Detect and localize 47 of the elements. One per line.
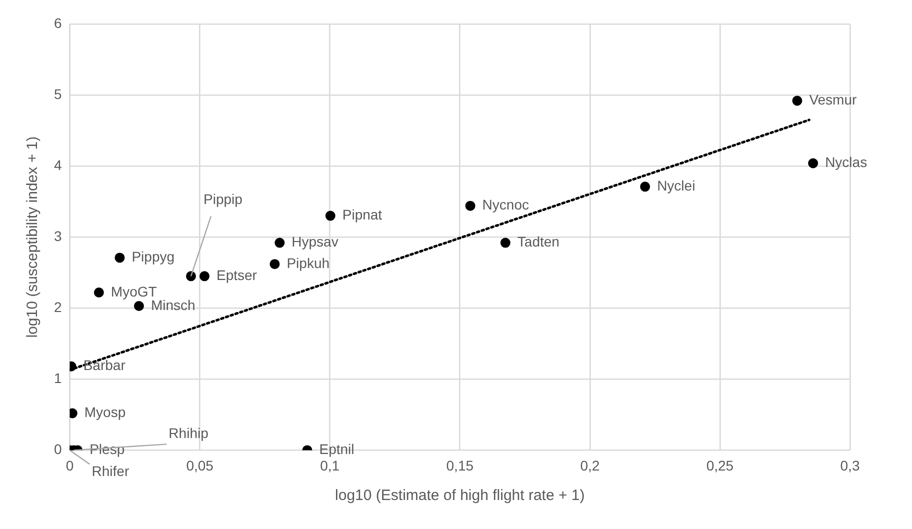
annotation: MyoGT [110, 283, 158, 300]
annotation: Eptnil [319, 441, 354, 458]
annotation: Pipkuh [286, 254, 330, 271]
x-tick-label: 0,15 [446, 457, 474, 474]
annotation: Hypsav [292, 234, 338, 250]
y-tick-label: 4 [54, 156, 62, 173]
y-tick-label: 0 [54, 441, 62, 458]
point [808, 158, 818, 168]
annotation: Tadten [517, 234, 560, 250]
annotation: Nyclei [657, 178, 696, 194]
annotation: Pippyg [132, 248, 175, 265]
point [114, 252, 125, 263]
y-tick-label: 5 [54, 86, 62, 102]
point [640, 182, 650, 192]
point [500, 238, 510, 248]
y-tick-label: 3 [54, 228, 62, 244]
annotation: Minsch [150, 296, 196, 313]
point [270, 259, 280, 270]
annotation: Myosp [84, 404, 126, 420]
point [186, 271, 196, 282]
y-axis-title: log10 (susceptibility index + 1) [24, 136, 42, 338]
y-tick-label: 6 [54, 14, 62, 31]
point [792, 96, 802, 106]
y-tick-label: 1 [54, 370, 62, 386]
point [274, 238, 285, 248]
point [325, 210, 336, 221]
x-tick-label: 0,2 [580, 457, 600, 474]
annotation: Rhifer [92, 463, 130, 480]
point [200, 271, 210, 282]
point [94, 288, 104, 298]
point [465, 200, 476, 211]
annotation: Barbar [83, 357, 126, 374]
annotation: Rhihip [168, 425, 209, 442]
annotation: Pipnat [342, 206, 382, 223]
annotation: Nyclas [825, 154, 868, 170]
x-tick-label: 0,1 [320, 457, 340, 474]
annotation: Pippip [204, 191, 243, 208]
x-tick-label: 0,05 [186, 457, 214, 474]
x-tick-label: 0,25 [706, 457, 734, 474]
annotation: Nycnoc [482, 196, 529, 213]
x-axis-title: log10 (Estimate of high flight rate + 1) [335, 487, 585, 504]
y-tick-label: 2 [54, 298, 62, 315]
x-tick-label: 0,3 [840, 457, 860, 474]
annotation: Eptser [216, 267, 258, 284]
point [134, 301, 144, 312]
x-tick-label: 0 [66, 457, 74, 474]
annotation: Vesmur [809, 92, 858, 108]
